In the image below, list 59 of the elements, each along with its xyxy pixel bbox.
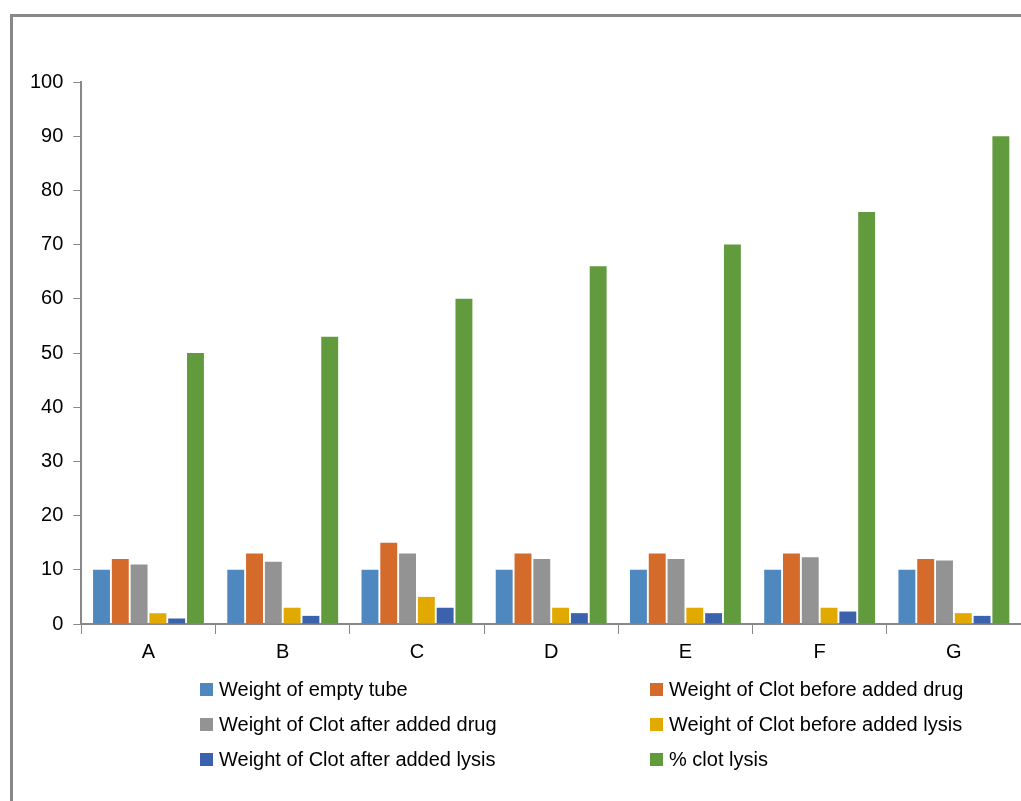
bar (227, 569, 245, 624)
bar (552, 607, 570, 624)
bar (168, 618, 186, 624)
y-tick-label: 100 (29, 69, 64, 92)
bar (686, 607, 704, 624)
x-tick-label: G (946, 639, 962, 662)
y-tick-label: 40 (41, 394, 64, 417)
bar (187, 353, 204, 624)
bar (705, 613, 723, 624)
bar (648, 553, 666, 624)
bar (302, 615, 320, 624)
bar (954, 613, 972, 624)
bar (764, 569, 782, 624)
legend-label: Weight of Clot before added lysis (669, 713, 963, 736)
bar (455, 298, 473, 624)
bar (417, 596, 435, 624)
x-tick-label: D (543, 639, 559, 662)
x-tick-label: A (141, 639, 156, 662)
y-tick-label: 50 (41, 340, 64, 363)
bar (992, 136, 1010, 624)
y-tick-label: 80 (41, 177, 64, 200)
legend-label: Weight of empty tube (219, 678, 408, 701)
bar (380, 542, 398, 624)
bar (514, 553, 532, 624)
legend-label: % clot lysis (669, 748, 768, 771)
bar (495, 569, 513, 624)
bar (589, 266, 607, 624)
bar (570, 613, 588, 624)
y-tick-label: 90 (41, 123, 64, 146)
y-tick-label: 20 (41, 503, 64, 526)
bar (973, 615, 991, 624)
y-tick-label: 10 (41, 557, 64, 580)
x-tick-label: C (409, 639, 425, 662)
legend-label: Weight of Clot before added drug (669, 678, 964, 701)
bar (783, 553, 800, 624)
bar (436, 607, 454, 624)
bar (321, 336, 339, 624)
bar (246, 553, 263, 624)
y-tick-label: 60 (41, 286, 64, 309)
bar (361, 569, 379, 624)
bar (723, 244, 741, 624)
bar (629, 569, 647, 624)
legend-label: Weight of Clot after added lysis (219, 748, 496, 771)
x-tick-label: B (276, 639, 290, 662)
x-tick-label: F (813, 639, 826, 662)
bar (917, 558, 935, 624)
y-tick-label: 30 (41, 448, 64, 471)
y-tick-label: 70 (41, 232, 64, 255)
y-tick-label: 0 (52, 611, 64, 634)
bar (149, 613, 167, 624)
bar (111, 558, 129, 624)
x-tick-label: E (678, 639, 693, 662)
bar (898, 569, 916, 624)
bar (93, 569, 110, 624)
bar (858, 212, 876, 624)
bar (820, 607, 838, 624)
bar (283, 607, 301, 624)
legend-label: Weight of Clot after added drug (219, 713, 497, 736)
bar (839, 611, 857, 624)
